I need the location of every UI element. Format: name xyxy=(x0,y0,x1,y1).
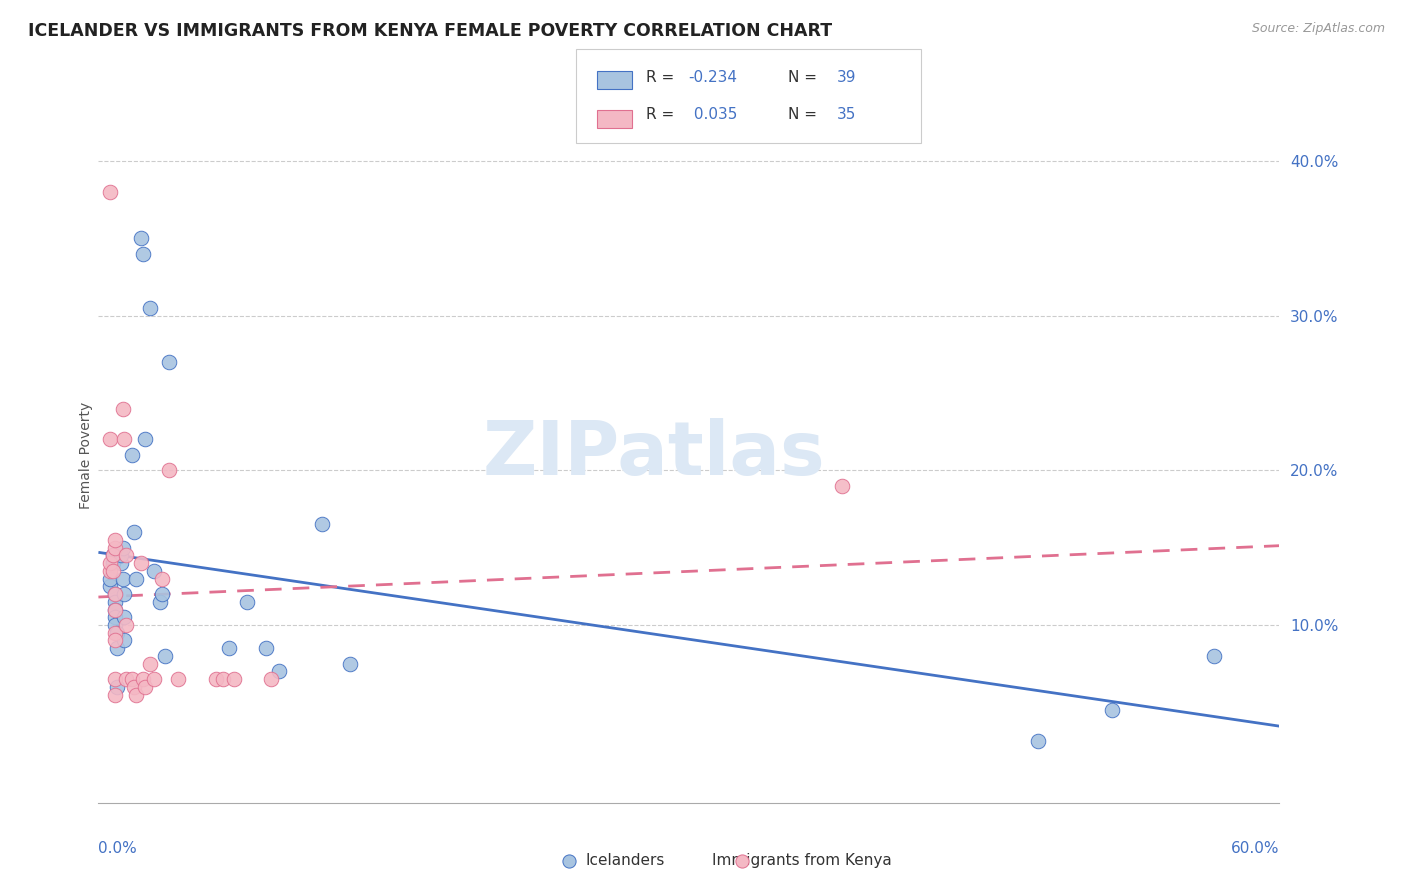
Point xyxy=(150,587,173,601)
Point xyxy=(731,854,754,868)
Point xyxy=(105,680,128,694)
Text: Immigrants from Kenya: Immigrants from Kenya xyxy=(711,854,891,868)
Point xyxy=(98,433,121,447)
Bar xyxy=(596,110,633,128)
Point xyxy=(260,672,283,686)
Point xyxy=(103,549,125,563)
Point xyxy=(157,355,180,369)
Point xyxy=(1204,648,1226,663)
Point xyxy=(124,572,146,586)
Text: 60.0%: 60.0% xyxy=(1232,841,1279,856)
Point xyxy=(204,672,226,686)
Point xyxy=(111,572,134,586)
Point xyxy=(121,448,143,462)
Point xyxy=(132,247,155,261)
Point xyxy=(103,556,125,570)
Point xyxy=(143,672,166,686)
Point xyxy=(115,618,138,632)
Point xyxy=(224,672,246,686)
Point xyxy=(105,625,128,640)
Point xyxy=(104,587,127,601)
Point xyxy=(218,641,240,656)
Point xyxy=(98,572,121,586)
Text: ICELANDER VS IMMIGRANTS FROM KENYA FEMALE POVERTY CORRELATION CHART: ICELANDER VS IMMIGRANTS FROM KENYA FEMAL… xyxy=(28,22,832,40)
Point xyxy=(339,657,361,671)
Point xyxy=(105,641,128,656)
Point xyxy=(98,556,121,570)
Point xyxy=(558,854,581,868)
Point xyxy=(254,641,277,656)
Point xyxy=(98,564,121,578)
Point xyxy=(236,595,259,609)
Point xyxy=(831,479,853,493)
Text: ZIPatlas: ZIPatlas xyxy=(482,418,825,491)
Point xyxy=(98,185,121,199)
Point xyxy=(122,680,145,694)
Point xyxy=(115,549,138,563)
Point xyxy=(104,633,127,648)
Point xyxy=(104,672,127,686)
Point xyxy=(1101,703,1123,717)
Point xyxy=(114,610,136,624)
Point xyxy=(98,579,121,593)
Point xyxy=(110,556,132,570)
Point xyxy=(167,672,190,686)
Y-axis label: Female Poverty: Female Poverty xyxy=(79,401,93,508)
Point xyxy=(115,672,138,686)
Text: 35: 35 xyxy=(837,107,856,122)
Point xyxy=(110,549,132,563)
Point xyxy=(104,618,127,632)
Point xyxy=(114,433,136,447)
Point xyxy=(132,672,155,686)
Point xyxy=(104,688,127,702)
Point xyxy=(122,525,145,540)
Point xyxy=(150,572,173,586)
Point xyxy=(157,463,180,477)
Text: 0.0%: 0.0% xyxy=(98,841,138,856)
Point xyxy=(111,401,134,416)
Point xyxy=(104,625,127,640)
Text: R =: R = xyxy=(645,107,679,122)
Bar xyxy=(596,70,633,89)
Point xyxy=(134,680,156,694)
Point xyxy=(267,665,290,679)
Point xyxy=(103,564,125,578)
Point xyxy=(129,556,152,570)
Point xyxy=(121,672,143,686)
Point xyxy=(104,595,127,609)
Text: N =: N = xyxy=(787,70,821,85)
Point xyxy=(104,541,127,555)
Point xyxy=(212,672,235,686)
Point xyxy=(104,610,127,624)
Text: Icelanders: Icelanders xyxy=(586,854,665,868)
Text: 0.035: 0.035 xyxy=(689,107,737,122)
Point xyxy=(139,657,162,671)
Point xyxy=(114,587,136,601)
Point xyxy=(143,564,166,578)
Point xyxy=(134,433,156,447)
Point xyxy=(111,541,134,555)
Text: Source: ZipAtlas.com: Source: ZipAtlas.com xyxy=(1251,22,1385,36)
Text: R =: R = xyxy=(645,70,679,85)
Text: 39: 39 xyxy=(837,70,856,85)
Text: N =: N = xyxy=(787,107,821,122)
Point xyxy=(155,648,177,663)
Point xyxy=(104,602,127,616)
Text: -0.234: -0.234 xyxy=(689,70,738,85)
Point xyxy=(1026,734,1049,748)
Point xyxy=(114,633,136,648)
Point xyxy=(311,517,333,532)
Point xyxy=(104,602,127,616)
Point xyxy=(149,595,172,609)
Point xyxy=(124,688,146,702)
Point xyxy=(103,549,125,563)
Point xyxy=(104,533,127,547)
Point xyxy=(139,301,162,315)
Point xyxy=(129,231,152,245)
Point xyxy=(104,587,127,601)
